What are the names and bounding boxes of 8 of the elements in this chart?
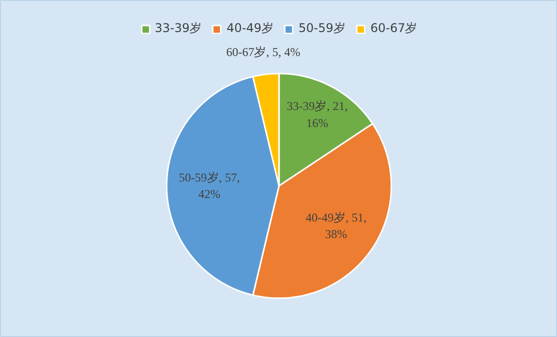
data-label: 33-39岁, 21, 16% [286, 99, 348, 130]
data-label: 50-59岁, 57, 42% [178, 170, 240, 202]
legend-label: 33-39岁 [154, 20, 202, 37]
legend-label: 60-67岁 [370, 20, 418, 37]
data-label: 40-49岁, 51, 38% [306, 210, 367, 242]
legend-label: 50-59岁 [298, 20, 346, 37]
legend-label: 40-49岁 [226, 20, 274, 37]
data-label: 60-67岁, 5, 4% [226, 44, 300, 59]
